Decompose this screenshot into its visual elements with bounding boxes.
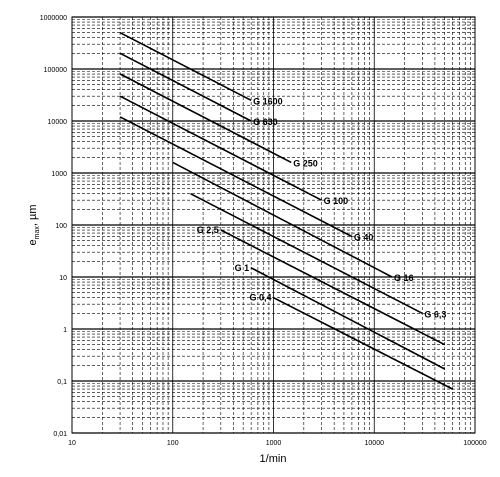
grade-line	[273, 296, 453, 390]
y-tick-label: 0,1	[57, 379, 67, 386]
grid	[71, 16, 476, 434]
grade-labels: G 1600 G 630 G 250 G 100 G 40 G 16 G 6,3 G 2,5 G…	[197, 96, 447, 319]
y-axis-label-unit: , µm	[27, 205, 39, 227]
x-tick-label: 100000	[463, 440, 486, 447]
x-tick-label: 10000	[365, 440, 385, 447]
grade-label: G 630	[253, 117, 278, 127]
x-tick-label: 1000	[266, 440, 282, 447]
grade-line	[119, 52, 252, 122]
y-tick-label: 10000	[48, 119, 68, 126]
y-tick-label: 100	[55, 223, 67, 230]
grade-label: G 6,3	[424, 309, 446, 319]
grade-line	[119, 95, 322, 201]
grade-line	[250, 267, 446, 370]
grade-label: G 250	[293, 158, 318, 168]
y-tick-label: 1	[63, 327, 67, 334]
grade-line	[119, 31, 252, 102]
y-tick-label: 1000	[51, 171, 67, 178]
grade-label: G 1	[235, 263, 250, 273]
grade-line	[172, 161, 393, 278]
y-axis-label-main: e	[27, 239, 39, 245]
grade-line	[190, 192, 423, 315]
grade-lines	[119, 31, 453, 390]
grade-line	[220, 229, 446, 346]
x-tick-label: 10	[68, 440, 76, 447]
y-tick-label: 1000000	[40, 15, 67, 22]
x-axis-label: 1/min	[260, 453, 287, 465]
y-axis-label: emax, µm	[27, 205, 41, 246]
grade-label: G 0,4	[249, 293, 271, 303]
y-tick-label: 10	[59, 275, 67, 282]
grade-line	[119, 73, 292, 164]
tick-labels: 10 100 1000 10000 100000 0,01 0,1 1 10 100 1000 100…	[40, 15, 487, 447]
grade-label: G 1600	[253, 96, 283, 106]
plot-frame	[71, 16, 476, 434]
grade-label: G 100	[324, 196, 349, 206]
y-tick-label: 100000	[44, 67, 67, 74]
grade-line	[119, 116, 353, 238]
y-axis-label-sub: max	[34, 226, 41, 240]
grade-label: G 16	[394, 273, 414, 283]
x-tick-label: 100	[167, 440, 179, 447]
grade-label: G 40	[354, 233, 374, 243]
grade-label: G 2,5	[197, 225, 219, 235]
y-tick-label: 0,01	[53, 431, 67, 438]
